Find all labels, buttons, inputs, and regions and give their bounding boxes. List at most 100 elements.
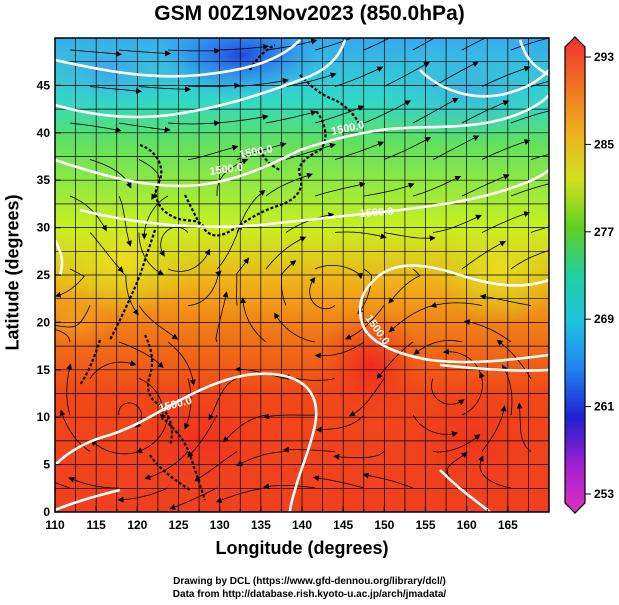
height-contours	[55, 39, 549, 512]
streamline	[383, 61, 430, 87]
x-tick-label: 160	[457, 518, 477, 532]
streamline	[388, 305, 434, 333]
y-tick-label: 0	[43, 505, 50, 519]
x-tick-label: 145	[333, 518, 353, 532]
streamline	[383, 232, 436, 242]
streamline	[431, 378, 465, 406]
streamline	[481, 211, 531, 233]
x-axis-label: Longitude (degrees)	[215, 538, 389, 558]
streamline	[309, 277, 336, 310]
streamline	[530, 154, 549, 160]
streamline	[216, 158, 249, 196]
streamline	[412, 414, 458, 438]
drawing-credit: Drawing by DCL (https://www.gfd-dennou.o…	[173, 576, 446, 587]
streamline	[184, 378, 192, 430]
x-axis: 110 115 120 125 130 135 140 145 150 155 160 165	[45, 506, 529, 532]
streamline	[118, 341, 164, 368]
y-tick-label: 35	[37, 173, 51, 187]
streamline	[430, 302, 483, 308]
streamline	[263, 413, 316, 420]
streamline	[363, 38, 391, 51]
streamline	[118, 49, 172, 57]
streamline	[236, 77, 289, 87]
streamline	[215, 487, 267, 503]
y-tick-label: 25	[37, 268, 51, 282]
lat-lon-grid	[55, 38, 549, 512]
streamline	[510, 110, 549, 124]
streamline	[357, 268, 372, 315]
streamline	[442, 348, 483, 379]
colorbar: 293 285 277 269 261 253	[564, 36, 614, 514]
streamline	[141, 195, 169, 240]
x-tick-label: 155	[415, 518, 435, 532]
streamline	[412, 38, 436, 51]
streamline	[479, 293, 532, 306]
streamline	[89, 360, 137, 379]
streamline	[144, 451, 189, 480]
streamline	[363, 182, 415, 197]
streamline	[530, 226, 549, 233]
y-tick-label: 30	[37, 221, 51, 235]
streamline	[89, 86, 142, 94]
streamline	[90, 439, 140, 455]
colorbar-tick-label: 293	[594, 50, 614, 64]
streamline	[194, 451, 238, 482]
streamline	[187, 270, 222, 306]
streamline	[187, 144, 239, 160]
colorbar-tick-label: 261	[594, 400, 614, 414]
streamline	[348, 378, 385, 417]
streamline	[432, 214, 482, 233]
streamline	[216, 223, 242, 270]
streamline	[363, 100, 411, 124]
streamline	[274, 312, 316, 343]
streamline	[376, 341, 414, 380]
streamline	[55, 482, 71, 489]
contour-label: 1500.0	[359, 206, 393, 220]
x-tick-label: 115	[86, 518, 106, 532]
streamline	[55, 329, 71, 343]
y-tick-label: 45	[37, 78, 51, 92]
streamline	[265, 172, 313, 197]
streamline	[314, 265, 363, 280]
streamline	[314, 341, 365, 359]
streamline	[315, 414, 365, 433]
x-tick-label: 165	[498, 518, 518, 532]
y-tick-label: 10	[37, 410, 51, 424]
streamline	[502, 364, 513, 416]
streamline	[167, 341, 196, 386]
colorbar-tick-label: 253	[594, 487, 614, 501]
streamline	[167, 248, 211, 272]
streamline	[314, 38, 365, 51]
streamline	[215, 291, 229, 343]
streamline	[481, 65, 531, 87]
streamline	[461, 241, 506, 270]
streamline	[432, 433, 481, 453]
streamline	[345, 305, 385, 340]
x-tick-label: 135	[251, 518, 271, 532]
streamline	[69, 122, 122, 133]
y-tick-label: 15	[37, 363, 51, 377]
y-tick-label: 40	[37, 126, 51, 140]
colorbar-tick-label: 269	[594, 312, 614, 326]
streamline	[530, 81, 549, 87]
streamline	[510, 183, 549, 197]
streamline	[516, 402, 532, 452]
x-tick-label: 130	[210, 518, 230, 532]
x-tick-label: 120	[127, 518, 147, 532]
x-tick-label: 150	[374, 518, 394, 532]
streamline	[432, 61, 479, 87]
streamline	[138, 232, 165, 275]
streamline	[117, 487, 169, 503]
y-tick-label: 20	[37, 315, 51, 329]
streamline	[55, 268, 85, 298]
streamline	[432, 135, 480, 160]
y-axis-label: Latitude (degrees)	[2, 194, 23, 351]
streamline	[463, 319, 512, 343]
streamline	[187, 414, 218, 458]
contour-label: 1500.0	[238, 143, 273, 161]
streamline	[59, 409, 91, 452]
streamline	[461, 174, 510, 197]
streamline	[66, 363, 73, 416]
x-tick-label: 125	[168, 518, 188, 532]
